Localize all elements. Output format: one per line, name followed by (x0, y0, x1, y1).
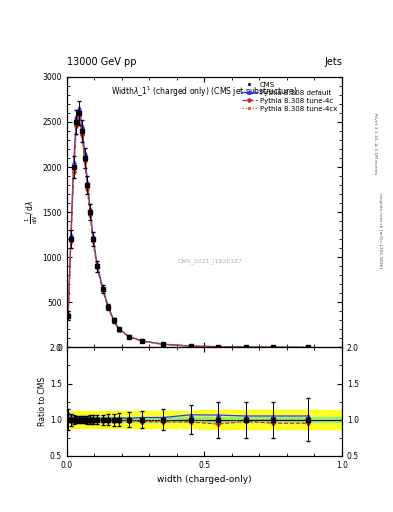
Y-axis label: $\frac{1}{\mathrm{d}N}\,/\,\mathrm{d}\lambda$: $\frac{1}{\mathrm{d}N}\,/\,\mathrm{d}\la… (24, 200, 40, 224)
Text: Jets: Jets (324, 56, 342, 67)
Text: mcplots.cern.ch [arXiv:1306.3436]: mcplots.cern.ch [arXiv:1306.3436] (378, 193, 382, 268)
Y-axis label: Ratio to CMS: Ratio to CMS (38, 377, 47, 426)
Legend: CMS, Pythia 8.308 default, Pythia 8.308 tune-4c, Pythia 8.308 tune-4cx: CMS, Pythia 8.308 default, Pythia 8.308 … (240, 80, 338, 113)
Text: CMS_2021_I1920187: CMS_2021_I1920187 (177, 258, 242, 264)
Text: Width$\lambda\_1^1$ (charged only) (CMS jet substructure): Width$\lambda\_1^1$ (charged only) (CMS … (111, 85, 298, 99)
Text: 13000 GeV pp: 13000 GeV pp (67, 56, 136, 67)
Text: Rivet 3.1.10, ≥ 3.1M events: Rivet 3.1.10, ≥ 3.1M events (373, 113, 377, 174)
X-axis label: width (charged-only): width (charged-only) (157, 475, 252, 484)
